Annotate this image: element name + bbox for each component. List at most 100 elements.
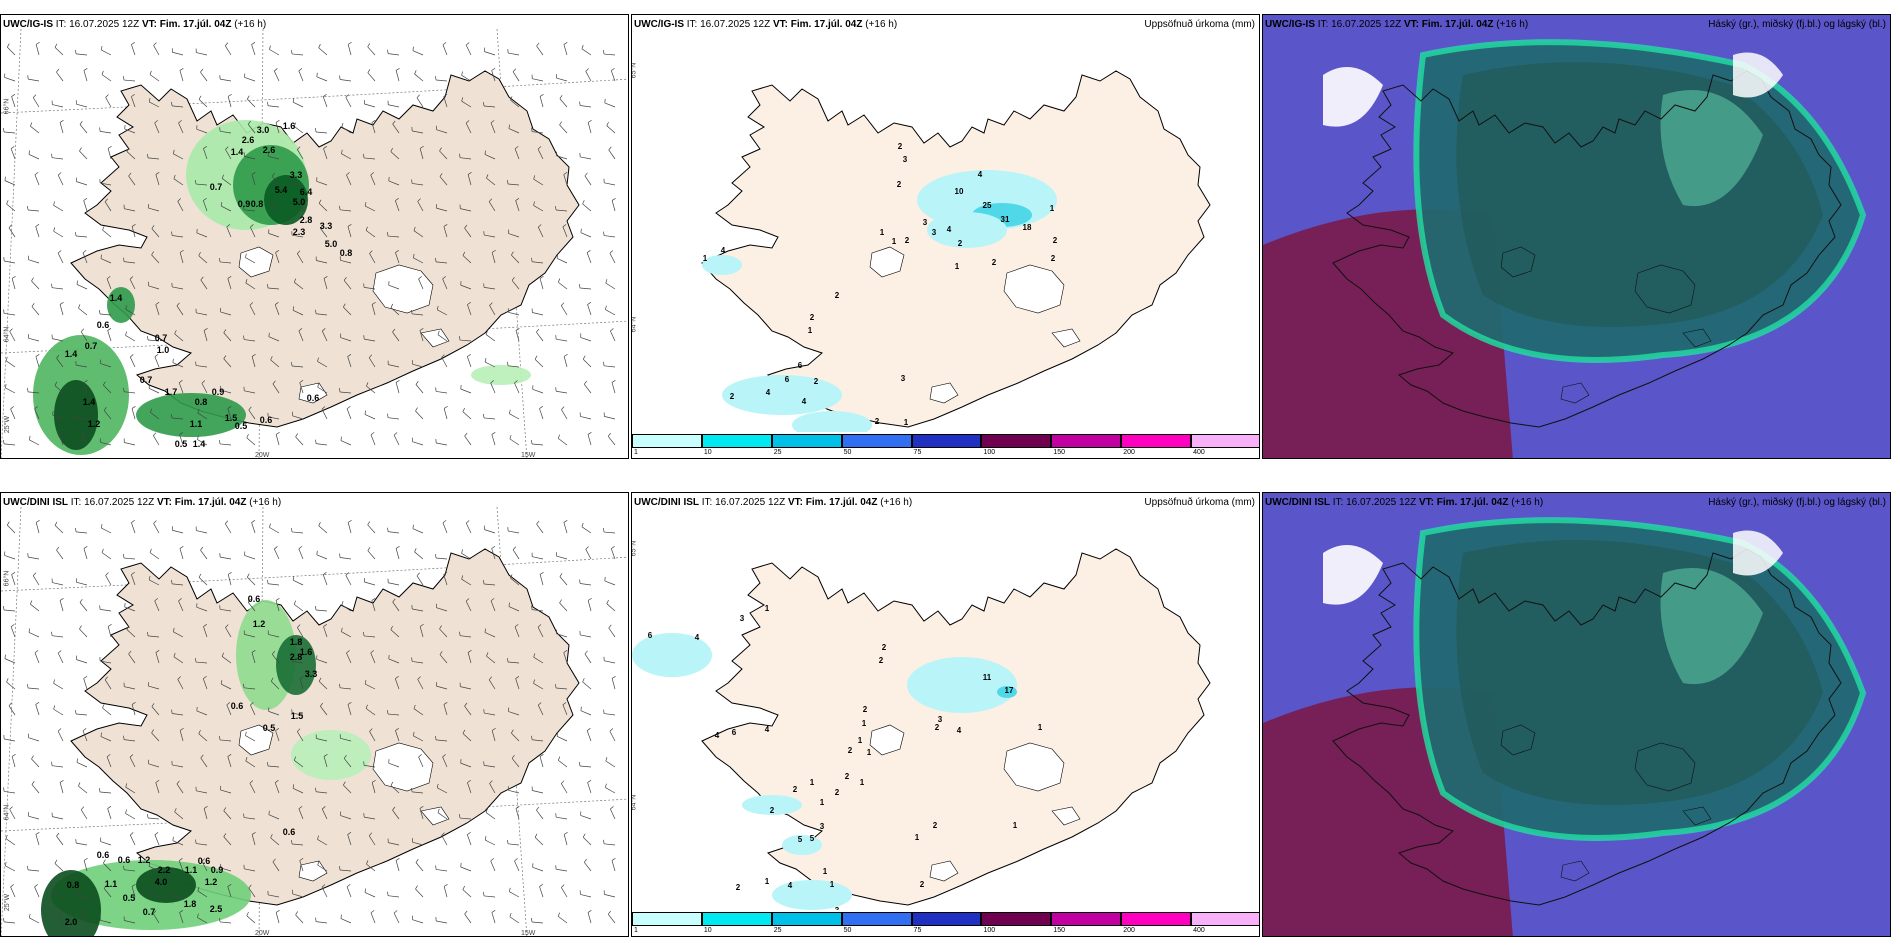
wind-value-label: 1.8 (184, 899, 197, 909)
precip-value-label: 2 (875, 417, 880, 426)
wind-value-label: 2.3 (293, 227, 306, 237)
wind-value-label: 0.5 (123, 893, 136, 903)
precip-value-label: 3 (938, 715, 943, 724)
lat-label-66: 66°N (3, 570, 11, 587)
colorbar-tick: 10 (703, 449, 712, 456)
precip-value-label: 1 (830, 880, 835, 889)
precip-value-label: 2 (770, 806, 775, 815)
colorbar-swatch (701, 434, 772, 448)
panel-header: UWC/IG-IS IT: 16.07.2025 12Z VT: Fim. 17… (3, 19, 267, 30)
precip-value-label: 3 (740, 614, 745, 623)
precip-value-label: 1 (858, 736, 863, 745)
wind-value-label: 1.0 (157, 345, 170, 355)
precip-value-label: 2 (1051, 254, 1056, 263)
precip-value-label: 1 (810, 778, 815, 787)
colorbar-swatch (771, 434, 842, 448)
precip-value-label: 2 (898, 142, 903, 151)
colorbar-swatch (981, 912, 1052, 926)
precip-value-label: 3 (901, 374, 906, 383)
colorbar-swatch (701, 912, 772, 926)
precip-value-label: 5 (798, 835, 803, 844)
precip-value-label: 2 (793, 785, 798, 794)
wind-value-label: 5.0 (293, 197, 306, 207)
precip-value-label: 1 (808, 326, 813, 335)
wind-value-label: 3.3 (320, 221, 333, 231)
panel-header: UWC/IG-IS IT: 16.07.2025 12Z VT: Fim. 17… (1265, 19, 1886, 30)
wind-value-label: 3.3 (290, 170, 303, 180)
colorbar-tick: 25 (773, 449, 782, 456)
precip-value-label: 4 (765, 725, 770, 734)
precip-value-label: 3 (903, 155, 908, 164)
colorbar-tick: 100 (983, 927, 996, 934)
precip-value-label: 2 (736, 883, 741, 892)
precip-map: 232410253118133421122224112216264243212 (701, 70, 1211, 442)
wind-value-label: 2.6 (242, 135, 255, 145)
precip-value-label: 3 (932, 228, 937, 237)
precip-value-label: 4 (715, 731, 720, 740)
wind-value-label: 1.6 (283, 121, 296, 131)
wind-value-label: 0.8 (251, 199, 264, 209)
wind-value-label: 0.9 (212, 387, 225, 397)
precip-value-label: 4 (947, 225, 952, 234)
colorbar-swatch (1191, 912, 1259, 926)
precip-value-label: 1 (1038, 723, 1043, 732)
lat-label-64: 64°N (3, 326, 11, 343)
colorbar-tick: 75 (913, 449, 922, 456)
precip-value-label: 1 (892, 237, 897, 246)
colorbar-tick: 50 (843, 927, 852, 934)
wind-value-label: 2.8 (300, 215, 313, 225)
wind-map: 3.0 1.62.61.4 2.63.35.4 6.45.00.70.9 0.82.83… (1, 28, 628, 458)
precip-value-label: 10 (955, 187, 964, 196)
panel-igis-clouds: UWC/IG-IS IT: 16.07.2025 12Z VT: Fim. 17… (1262, 14, 1891, 459)
precip-value-label: 2 (810, 313, 815, 322)
wind-value-label: 0.6 (283, 827, 296, 837)
precip-value-label: 4 (957, 726, 962, 735)
colorbar-swatch (911, 434, 982, 448)
wind-value-label: 1.4 (65, 349, 78, 359)
wind-value-label: 0.7 (155, 333, 168, 343)
wind-value-label: 0.5 (263, 723, 276, 733)
precip-value-label: 25 (983, 201, 992, 210)
precip-value-label: 2 (848, 746, 853, 755)
precip-value-label: 1 (862, 719, 867, 728)
wind-value-label: 1.1 (190, 419, 203, 429)
precip-value-label: 1 (867, 748, 872, 757)
precip-value-label: 2 (992, 258, 997, 267)
wind-value-label: 1.2 (88, 419, 101, 429)
field-title: Háský (gr.), miðský (fj.bl.) og lágský (… (1708, 497, 1886, 508)
precip-value-label: 6 (732, 728, 737, 737)
panel-dini-clouds: UWC/DINI ISL IT: 16.07.2025 12Z VT: Fim.… (1262, 492, 1891, 937)
cloud-map (1263, 493, 1890, 936)
wind-value-label: 0.7 (85, 341, 98, 351)
colorbar-swatch (1121, 434, 1192, 448)
wind-value-label: 0.8 (67, 880, 80, 890)
wind-value-label: 3.3 (305, 669, 318, 679)
precip-value-label: 4 (978, 170, 983, 179)
cloud-map (1263, 15, 1890, 458)
wind-value-label: 0.7 (210, 182, 223, 192)
precip-value-label: 1 (955, 262, 960, 271)
precip-value-label: 1 (820, 798, 825, 807)
wind-value-label: 0.8 (340, 248, 353, 258)
colorbar-tick: 150 (1053, 449, 1066, 456)
wind-value-label: 2.8 (290, 652, 303, 662)
field-title: Uppsöfnuð úrkoma (mm) (1144, 19, 1255, 30)
wind-value-label: 1.8 (290, 637, 303, 647)
precip-value-label: 3 (820, 822, 825, 831)
wind-value-label: 0.6 (231, 701, 244, 711)
colorbar-swatch (1121, 912, 1192, 926)
lon-label-20: 20W (255, 930, 270, 937)
precip-value-label: 1 (915, 833, 920, 842)
precip-value-label: 2 (882, 643, 887, 652)
lat-label-64: 64°N (631, 794, 638, 811)
colorbar: 1 10 25 50 75 100 150 200 400 (632, 432, 1259, 458)
wind-value-label: 0.6 (198, 856, 211, 866)
wind-value-label: 0.6 (97, 850, 110, 860)
wind-value-label: 1.4 (193, 439, 206, 449)
precip-value-label: 2 (845, 772, 850, 781)
precip-value-label: 2 (933, 821, 938, 830)
wind-value-label: 0.7 (143, 907, 156, 917)
colorbar-swatch (981, 434, 1052, 448)
wind-value-label: 0.7 (140, 375, 153, 385)
panel-dini-precip: UWC/DINI ISL IT: 16.07.2025 12Z VT: Fim.… (631, 492, 1260, 937)
